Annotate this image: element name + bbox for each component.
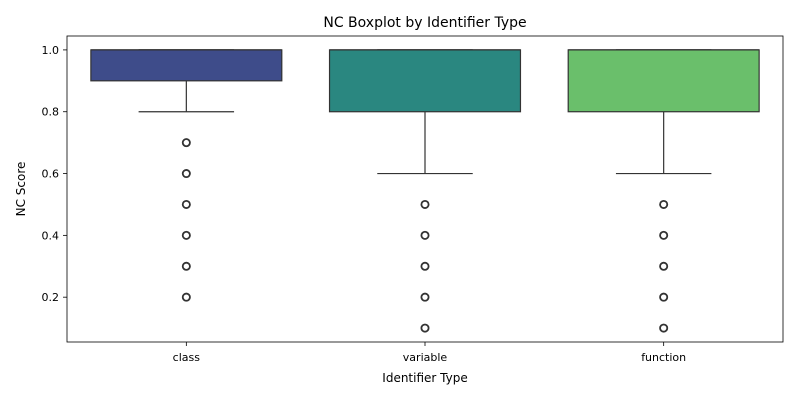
box-group-class	[90, 49, 283, 302]
outlier-point	[181, 199, 191, 209]
y-tick-label: 0.6	[42, 168, 60, 181]
x-axis: class variable function	[173, 342, 686, 364]
chart-title: NC Boxplot by Identifier Type	[323, 15, 526, 31]
y-tick-label: 0.4	[42, 229, 60, 242]
y-tick-label: 0.2	[42, 291, 60, 304]
y-tick-label: 0.8	[42, 106, 60, 119]
x-axis-label: Identifier Type	[382, 371, 467, 385]
box-group-variable	[328, 49, 522, 333]
y-axis-label: NC Score	[14, 162, 28, 217]
y-tick-label: 1.0	[42, 44, 60, 57]
iqr-box	[90, 49, 283, 82]
outlier-point	[181, 169, 191, 179]
box-group-function	[567, 49, 760, 333]
iqr-box	[567, 49, 760, 113]
outlier-point	[420, 230, 430, 240]
outlier-point	[659, 230, 669, 240]
outlier-point	[181, 138, 191, 148]
outlier-point	[420, 199, 430, 209]
outlier-point	[659, 261, 669, 271]
outlier-point	[181, 261, 191, 271]
plot-area	[90, 49, 760, 333]
outlier-point	[420, 323, 430, 333]
x-tick-label: class	[173, 351, 201, 364]
outlier-point	[420, 292, 430, 302]
x-tick-label: variable	[403, 351, 448, 364]
outlier-point	[420, 261, 430, 271]
outlier-point	[659, 323, 669, 333]
iqr-box	[328, 49, 522, 113]
outlier-point	[659, 292, 669, 302]
x-tick-label: function	[641, 351, 686, 364]
outlier-point	[181, 292, 191, 302]
outlier-point	[659, 199, 669, 209]
outlier-point	[181, 230, 191, 240]
y-axis: 0.2 0.4 0.6 0.8 1.0	[42, 44, 67, 304]
